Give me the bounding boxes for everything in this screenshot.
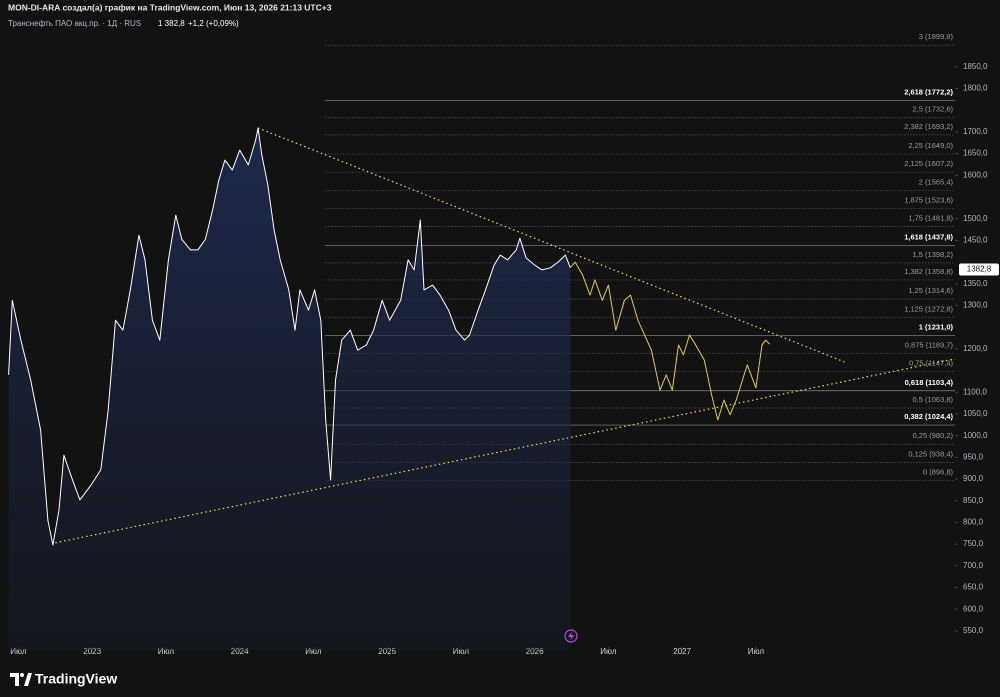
projection-line	[569, 261, 767, 421]
x-tick-label: Июл	[600, 647, 617, 656]
y-tick-label: 900,0	[963, 474, 984, 483]
y-tick-label: 950,0	[963, 452, 984, 461]
y-tick-label: 1600,0	[963, 170, 988, 179]
y-tick-label: 1200,0	[963, 344, 988, 353]
y-tick-label: 850,0	[963, 496, 984, 505]
y-tick-label: 550,0	[963, 626, 984, 635]
y-tick-label: 750,0	[963, 539, 984, 548]
y-tick-label: 1300,0	[963, 301, 988, 310]
x-tick-label: 2025	[378, 647, 396, 656]
x-tick-label: 2027	[673, 647, 691, 656]
fib-label: 0,125 (938,4)	[908, 449, 953, 458]
fib-label: 0,25 (980,2)	[913, 431, 954, 440]
y-tick-label: 800,0	[963, 518, 984, 527]
fib-label: 0,875 (1189,7)	[905, 340, 954, 349]
y-tick-label: 1050,0	[963, 409, 988, 418]
fib-label: 2 (1565,4)	[919, 177, 954, 186]
y-tick-label: 650,0	[963, 583, 984, 592]
change: +1,2 (+0,09%)	[188, 19, 239, 28]
x-tick-label: Июл	[158, 647, 175, 656]
fib-label: 0 (896,8)	[923, 467, 954, 476]
plot-area: 0 (896,8) 0,125 (938,4) 0,25 (980,2) 0,382 …	[8, 32, 999, 656]
fib-label: 1,5 (1398,2)	[913, 250, 954, 259]
logo	[10, 673, 32, 686]
x-tick-label: Июл	[10, 647, 27, 656]
attribution: MON-DI-ARA создал(а) график на TradingVi…	[8, 2, 332, 12]
x-tick-label: 2023	[83, 647, 101, 656]
fib-label: 1,25 (1314,6)	[908, 286, 953, 295]
y-tick-label: 1800,0	[963, 84, 988, 93]
fib-label: 0,382 (1024,4)	[904, 412, 953, 421]
brand: TradingView	[35, 671, 117, 687]
fib-label: 1,618 (1437,8)	[904, 233, 953, 242]
fib-label: 0,618 (1103,4)	[905, 378, 954, 387]
trend-line	[55, 358, 956, 544]
x-tick-label: Июл	[305, 647, 322, 656]
fib-label: 2,125 (1607,2)	[904, 159, 953, 168]
y-tick-label: 1850,0	[963, 62, 988, 71]
fib-label: 2,5 (1732,6)	[913, 105, 954, 114]
y-tick-label: 1500,0	[963, 214, 988, 223]
fib-label: 1,75 (1481,8)	[908, 214, 953, 223]
event-icon[interactable]	[564, 629, 578, 643]
y-tick-label: 600,0	[963, 604, 984, 613]
fib-label: 1 (1231,0)	[919, 322, 954, 331]
y-tick-label: 1650,0	[963, 149, 988, 158]
fib-label: 1,125 (1272,8)	[904, 304, 953, 313]
y-tick-label: 1000,0	[963, 431, 988, 440]
fib-label: 2,618 (1772,2)	[904, 88, 953, 97]
x-tick-label: Июл	[748, 647, 765, 656]
x-tick-label: 2024	[231, 647, 249, 656]
y-tick-label: 1700,0	[963, 127, 988, 136]
x-tick-label: 2026	[526, 647, 544, 656]
fib-label: 2,382 (1693,2)	[904, 122, 953, 131]
fib-label: 0,75 (1147,4)	[909, 359, 954, 368]
y-tick-label: 1350,0	[963, 279, 988, 288]
fib-label: 1,382 (1358,8)	[904, 267, 953, 276]
projection-arrow	[761, 339, 771, 346]
price-area	[8, 128, 571, 650]
x-tick-label: Июл	[453, 647, 470, 656]
y-tick-label: 1100,0	[963, 387, 987, 396]
trend-line	[257, 127, 845, 363]
symbol: Транснефть ПАО акц.пр. · 1Д · RUS	[8, 19, 141, 28]
fib-label: 1,875 (1523,6)	[904, 195, 953, 204]
fib-label: 2,25 (1649,0)	[908, 141, 953, 150]
price: 1 382,8	[158, 19, 185, 28]
y-tick-label: 1450,0	[963, 235, 988, 244]
event-icon-bolt	[568, 631, 574, 641]
fib-label: 3 (1899,8)	[919, 32, 954, 41]
price-line	[8, 127, 571, 546]
y-tick-label: 700,0	[963, 561, 984, 570]
last-price-box	[959, 263, 999, 276]
last-price-label: 1382,8	[967, 265, 992, 274]
fib-label: 0,5 (1063,8)	[913, 395, 954, 404]
